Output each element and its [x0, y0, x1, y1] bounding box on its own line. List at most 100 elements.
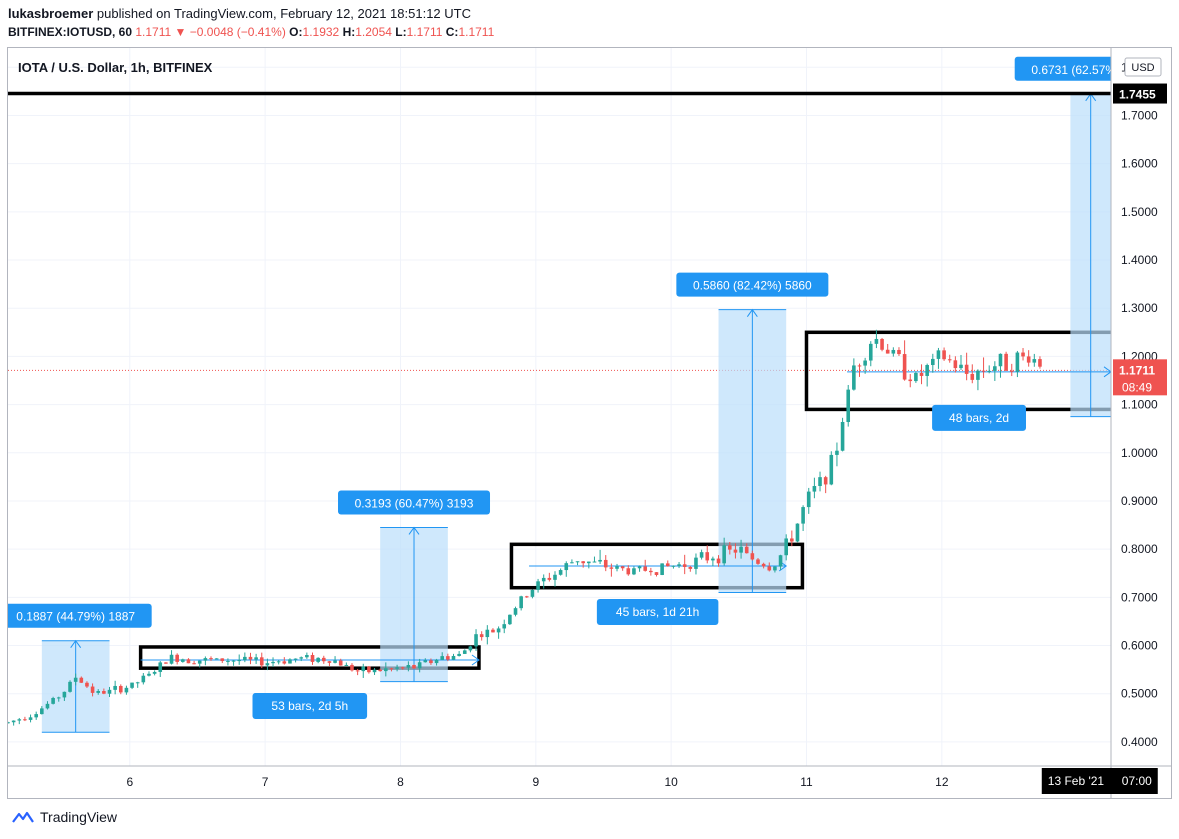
measurement-tools[interactable]: 0.1887 (44.79%) 1887 0.3193 (60.47%) 3193…: [8, 56, 1167, 733]
candle-body: [485, 629, 490, 638]
candle-body: [299, 657, 304, 659]
candle-body: [902, 354, 907, 380]
candle-body: [806, 491, 811, 508]
tradingview-logo[interactable]: TradingView: [12, 809, 117, 825]
candle-body: [739, 546, 743, 553]
candle-body: [936, 350, 941, 359]
candle-body: [130, 682, 134, 688]
candle-body: [857, 365, 862, 367]
candle-body: [784, 538, 788, 556]
price-chart[interactable]: 0.1887 (44.79%) 1887 0.3193 (60.47%) 3193…: [8, 48, 1171, 798]
close-value: 1.1711: [458, 25, 495, 39]
candle-body: [970, 373, 975, 380]
candle-body: [632, 568, 636, 575]
chart-title: IOTA / U.S. Dollar, 1h, BITFINEX: [18, 60, 213, 75]
candle-body: [293, 658, 298, 660]
candle-body: [987, 370, 991, 372]
candle-body: [169, 654, 174, 664]
candle-body: [248, 656, 253, 660]
candle-body: [243, 656, 247, 661]
candle-body: [479, 634, 484, 638]
candle-body: [457, 653, 461, 656]
candle-body: [214, 658, 219, 660]
candle-body: [192, 663, 196, 665]
candle-body: [446, 656, 450, 660]
candle-body: [959, 364, 963, 369]
candle-body: [835, 450, 839, 455]
price-tick-label: 0.6000: [1121, 639, 1158, 653]
price-tick-label: 1.7000: [1121, 108, 1158, 122]
time-tick-label: 6: [126, 775, 133, 789]
open-label: O:: [289, 25, 303, 39]
candle-body: [530, 589, 535, 597]
candle-body: [993, 366, 997, 371]
candle-body: [378, 669, 382, 672]
candle-body: [107, 689, 112, 694]
time-tick-label: 9: [532, 775, 539, 789]
candle-body: [56, 697, 61, 699]
hline-price-label-bg: [1113, 83, 1167, 104]
high-value: 1.2054: [355, 25, 392, 39]
candle-body: [468, 646, 473, 651]
author-name[interactable]: lukasbroemer: [8, 6, 94, 21]
candle-body: [553, 574, 557, 580]
price-tick-label: 1.3000: [1121, 301, 1158, 315]
time-tick-label: 11: [800, 775, 813, 789]
candle-body: [423, 660, 428, 663]
measurement-label-bg: [338, 490, 491, 515]
candle-body: [181, 659, 185, 662]
candle-body: [400, 667, 405, 669]
candle-body: [11, 720, 16, 723]
candle-body: [643, 566, 648, 571]
candle-body: [513, 608, 518, 615]
candle-body: [310, 655, 315, 662]
candle-body: [28, 717, 33, 720]
candle-body: [209, 658, 213, 660]
chart-container[interactable]: 0.1887 (44.79%) 1887 0.3193 (60.47%) 3193…: [7, 47, 1172, 799]
low-label: L:: [395, 25, 407, 39]
grid-lines: [8, 48, 1111, 766]
candle-body: [96, 691, 101, 693]
candle-body: [147, 673, 151, 676]
candle-body: [288, 659, 292, 664]
price-tick-label: 1.5000: [1121, 205, 1158, 219]
candle-body: [282, 661, 287, 664]
candle-body: [716, 558, 721, 564]
candle-body: [626, 568, 631, 575]
range-label: 53 bars, 2d 5h: [271, 699, 348, 713]
candle-body: [598, 559, 602, 562]
candle-body: [801, 507, 805, 524]
candle-body: [637, 566, 642, 569]
candle-body: [852, 365, 856, 390]
candle-body: [367, 666, 371, 673]
candle-body: [451, 655, 456, 660]
candle-body: [79, 677, 84, 683]
candle-body: [102, 691, 106, 694]
candle-body: [699, 552, 704, 558]
candle-body: [152, 671, 157, 674]
down-arrow-icon: ▼: [174, 25, 187, 39]
candle-body: [953, 360, 958, 369]
candle-body: [615, 566, 619, 569]
candle-body: [40, 708, 44, 715]
candle-body: [350, 664, 354, 671]
candle-body: [226, 660, 230, 662]
candle-body: [271, 661, 275, 664]
low-value: 1.1711: [406, 25, 443, 39]
countdown-label: 08:49: [1122, 380, 1152, 394]
candle-body: [654, 572, 659, 575]
candle-body: [592, 561, 597, 563]
candle-body: [665, 563, 670, 567]
candle-body: [660, 563, 664, 575]
candle-body: [649, 570, 653, 573]
range-label-bg: [596, 599, 719, 626]
candle-body: [558, 570, 563, 575]
consolidation-box: [509, 542, 805, 590]
range-label: 48 bars, 2d: [949, 411, 1009, 425]
candle-body: [587, 561, 591, 564]
candle-body: [1038, 359, 1042, 367]
candle-body: [276, 661, 281, 663]
candle-body: [34, 714, 38, 718]
time-tick-label: 8: [397, 775, 404, 789]
candle-body: [880, 338, 884, 350]
